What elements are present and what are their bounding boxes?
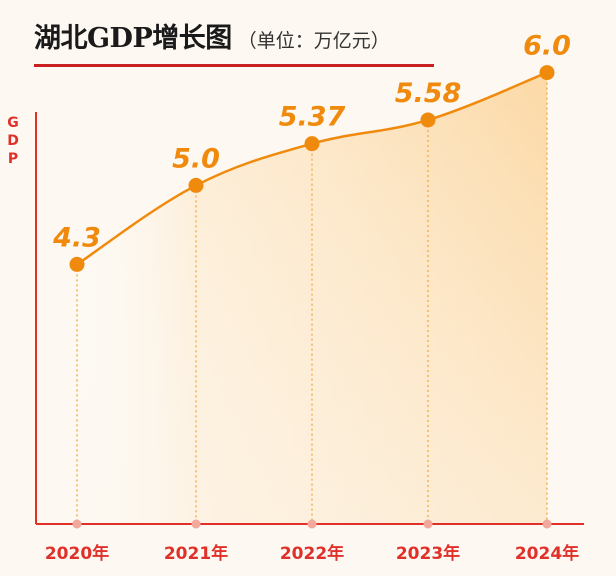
x-tick-label: 2021年: [164, 543, 228, 564]
data-label: 5.58: [395, 78, 462, 109]
chart-title-block: 湖北GDP增长图 （单位：万亿元）: [34, 16, 390, 55]
area-fade: [77, 72, 547, 525]
data-point: [420, 112, 436, 128]
data-label: 6.0: [523, 31, 571, 62]
x-tick-dot: [191, 519, 201, 529]
x-tick-label: 2023年: [396, 543, 460, 564]
data-point: [539, 65, 555, 81]
data-point: [69, 256, 85, 272]
x-tick-dot: [72, 519, 82, 529]
x-tick-dot: [542, 519, 552, 529]
unit-label: （单位：万亿元）: [237, 30, 390, 52]
data-point: [188, 177, 204, 193]
data-label: 5.37: [279, 102, 346, 133]
title-underline: [34, 64, 434, 67]
x-tick-dot: [307, 519, 317, 529]
x-tick-label: 2020年: [45, 543, 109, 564]
chart-title: 湖北GDP增长图: [34, 23, 232, 54]
x-tick-label: 2022年: [280, 543, 344, 564]
data-label: 4.3: [52, 222, 101, 253]
x-tick-label: 2024年: [515, 543, 579, 564]
data-label: 5.0: [172, 143, 220, 174]
x-tick-dot: [423, 519, 433, 529]
data-point: [304, 136, 320, 152]
